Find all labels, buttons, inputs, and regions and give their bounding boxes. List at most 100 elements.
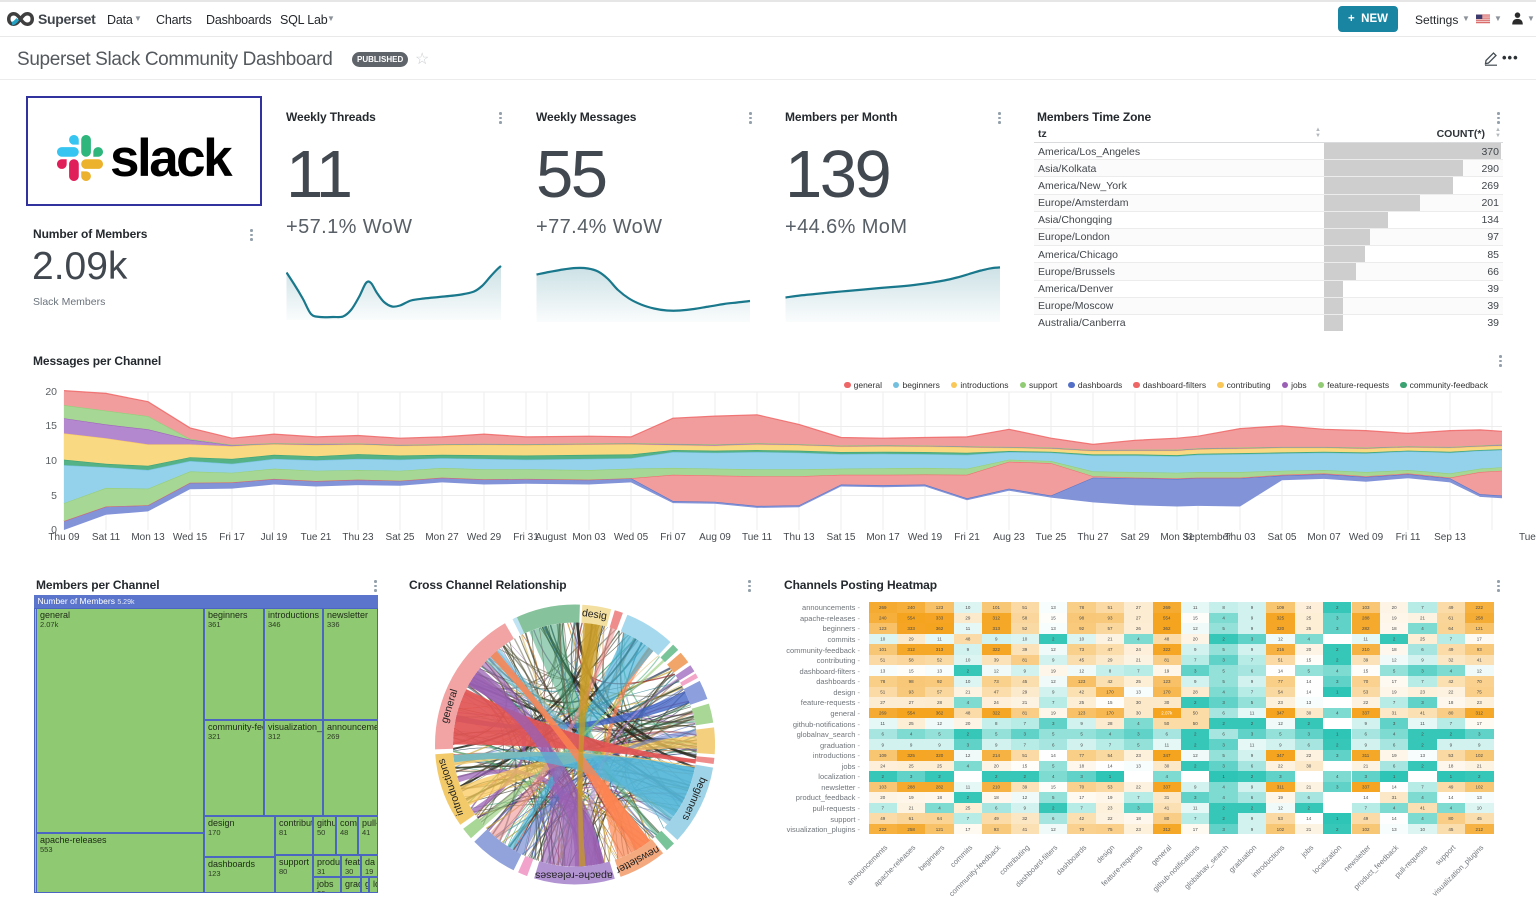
- svg-text:170: 170: [1106, 689, 1114, 694]
- svg-text:11: 11: [1363, 637, 1368, 642]
- svg-text:6: 6: [1166, 732, 1169, 737]
- svg-text:5: 5: [1052, 732, 1055, 737]
- svg-text:9: 9: [967, 647, 970, 652]
- svg-text:4: 4: [910, 732, 913, 737]
- svg-text:14: 14: [1448, 795, 1454, 800]
- svg-text:10: 10: [1477, 806, 1483, 811]
- svg-text:9: 9: [1364, 742, 1367, 747]
- svg-text:48: 48: [965, 711, 971, 716]
- svg-text:2: 2: [1194, 732, 1197, 737]
- svg-text:11: 11: [937, 637, 942, 642]
- svg-text:6: 6: [1421, 647, 1424, 652]
- svg-text:45: 45: [1022, 679, 1028, 684]
- svg-text:2: 2: [1308, 806, 1311, 811]
- svg-text:23: 23: [1477, 700, 1483, 705]
- svg-text:98: 98: [909, 679, 915, 684]
- svg-text:22: 22: [1107, 816, 1113, 821]
- svg-text:13: 13: [1051, 626, 1057, 631]
- svg-text:4: 4: [1393, 806, 1396, 811]
- svg-text:10: 10: [1079, 637, 1085, 642]
- svg-text:12: 12: [994, 668, 1000, 673]
- svg-text:20: 20: [994, 763, 1000, 768]
- svg-text:70: 70: [1363, 679, 1369, 684]
- svg-text:11: 11: [1193, 605, 1198, 610]
- svg-text:288: 288: [907, 785, 915, 790]
- svg-text:3: 3: [1336, 753, 1339, 758]
- svg-text:17: 17: [1079, 795, 1085, 800]
- svg-text:2: 2: [1336, 605, 1339, 610]
- svg-text:30: 30: [1136, 711, 1142, 716]
- svg-text:7: 7: [1364, 806, 1367, 811]
- svg-text:22: 22: [1363, 700, 1369, 705]
- svg-text:2: 2: [1421, 732, 1424, 737]
- svg-text:101: 101: [879, 647, 887, 652]
- svg-text:13: 13: [1392, 827, 1398, 832]
- svg-text:14: 14: [1363, 795, 1369, 800]
- svg-text:14: 14: [1392, 785, 1398, 790]
- svg-text:7: 7: [1137, 795, 1140, 800]
- svg-text:269: 269: [879, 711, 887, 716]
- svg-text:9: 9: [1194, 647, 1197, 652]
- svg-text:337: 337: [1163, 785, 1171, 790]
- svg-text:4: 4: [938, 806, 941, 811]
- svg-text:17: 17: [1392, 679, 1398, 684]
- svg-text:25: 25: [937, 763, 943, 768]
- svg-text:9: 9: [1450, 742, 1453, 747]
- svg-text:19: 19: [909, 795, 915, 800]
- svg-text:1: 1: [1109, 774, 1112, 779]
- svg-text:4: 4: [1336, 711, 1339, 716]
- svg-text:2: 2: [1421, 742, 1424, 747]
- svg-text:6: 6: [1222, 711, 1225, 716]
- svg-text:170: 170: [1106, 711, 1114, 716]
- svg-text:20: 20: [1306, 647, 1312, 652]
- svg-text:1: 1: [1336, 689, 1339, 694]
- svg-text:3: 3: [910, 774, 913, 779]
- svg-text:8: 8: [1222, 605, 1225, 610]
- svg-text:2: 2: [1251, 721, 1254, 726]
- svg-text:9: 9: [1478, 742, 1481, 747]
- svg-text:4: 4: [1308, 637, 1311, 642]
- svg-text:13: 13: [1306, 700, 1312, 705]
- svg-text:311: 311: [1277, 785, 1285, 790]
- svg-text:3: 3: [1336, 626, 1339, 631]
- svg-text:4: 4: [967, 763, 970, 768]
- svg-text:57: 57: [1107, 626, 1113, 631]
- svg-text:313: 313: [993, 626, 1001, 631]
- svg-text:21: 21: [909, 806, 915, 811]
- svg-text:2: 2: [1194, 763, 1197, 768]
- svg-text:3: 3: [1364, 774, 1367, 779]
- svg-text:9: 9: [1080, 742, 1083, 747]
- svg-text:210: 210: [993, 785, 1001, 790]
- svg-text:47: 47: [994, 689, 1000, 694]
- svg-text:2: 2: [1393, 637, 1396, 642]
- svg-text:21: 21: [1306, 827, 1312, 832]
- svg-text:21: 21: [1477, 763, 1483, 768]
- svg-text:75: 75: [1107, 827, 1113, 832]
- svg-text:7: 7: [1393, 700, 1396, 705]
- svg-text:337: 337: [1362, 711, 1370, 716]
- svg-text:7: 7: [1450, 637, 1453, 642]
- svg-text:51: 51: [880, 658, 886, 663]
- svg-text:313: 313: [936, 647, 944, 652]
- svg-text:311: 311: [1362, 753, 1370, 758]
- svg-text:78: 78: [880, 679, 886, 684]
- svg-text:11: 11: [1164, 742, 1169, 747]
- svg-text:362: 362: [1163, 626, 1171, 631]
- svg-text:212: 212: [1476, 827, 1484, 832]
- svg-text:1: 1: [1393, 774, 1396, 779]
- svg-text:5: 5: [1222, 668, 1225, 673]
- svg-text:78: 78: [1079, 605, 1085, 610]
- svg-text:31: 31: [1392, 795, 1398, 800]
- svg-text:2: 2: [1222, 816, 1225, 821]
- svg-text:12: 12: [1193, 753, 1199, 758]
- svg-text:29: 29: [909, 637, 915, 642]
- svg-text:6: 6: [995, 806, 998, 811]
- svg-text:28: 28: [937, 700, 943, 705]
- svg-text:32: 32: [1022, 816, 1028, 821]
- svg-text:21: 21: [1306, 785, 1312, 790]
- svg-text:42: 42: [1079, 816, 1085, 821]
- svg-text:10: 10: [965, 658, 971, 663]
- svg-text:222: 222: [879, 827, 887, 832]
- svg-text:32: 32: [1448, 658, 1454, 663]
- svg-text:23: 23: [1420, 689, 1426, 694]
